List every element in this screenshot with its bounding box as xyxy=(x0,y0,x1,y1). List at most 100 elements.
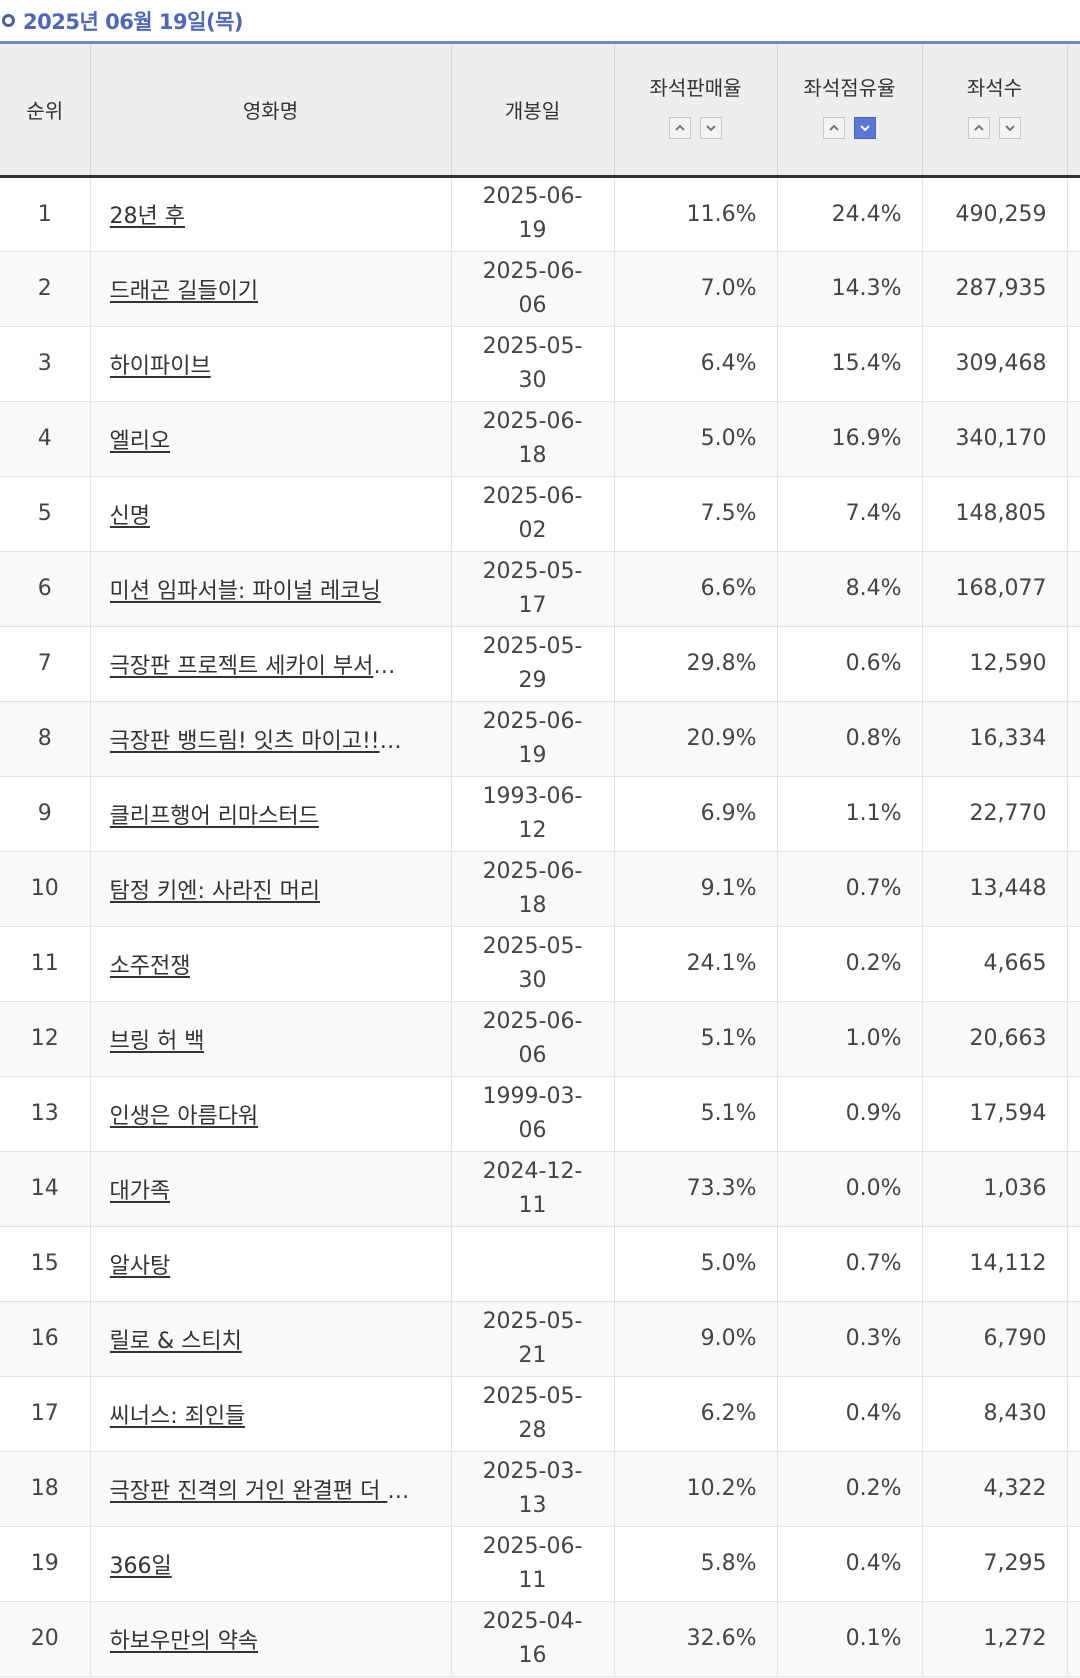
seat-sales-rate-cell: 24.1% xyxy=(614,926,778,1002)
chevron-down-icon xyxy=(706,125,716,132)
table-row: 4 엘리오 2025-06-18 5.0% 16.9% 340,170 xyxy=(0,401,1080,477)
movie-title-link[interactable]: 씨너스: 죄인들 xyxy=(109,1403,246,1429)
movie-title-link[interactable]: 28년 후 xyxy=(109,204,185,229)
seat-count-cell: 16,334 xyxy=(922,701,1068,777)
seat-count-cell: 1,036 xyxy=(922,1151,1068,1227)
extra-cell xyxy=(1067,1526,1080,1602)
release-date: 2025-06-18 xyxy=(482,858,583,918)
release-date-cell: 1993-06-12 xyxy=(451,776,615,852)
seat-sales-rate-cell: 11.6% xyxy=(614,176,778,252)
seat-count-cell: 13,448 xyxy=(922,851,1068,927)
extra-cell xyxy=(1067,326,1080,402)
movie-title-link[interactable]: 하이파이브 xyxy=(109,353,211,379)
extra-cell xyxy=(1067,1601,1080,1677)
movie-title-link[interactable]: 소주전쟁 xyxy=(109,953,191,979)
title-cell: 클리프행어 리마스터드 xyxy=(90,776,452,852)
release-date: 2025-05-21 xyxy=(482,1308,583,1368)
release-date-cell: 2025-05-30 xyxy=(451,326,615,402)
title-cell: 릴로 & 스티치 xyxy=(90,1301,452,1377)
rank-cell: 2 xyxy=(0,251,91,327)
title-cell: 씨너스: 죄인들 xyxy=(90,1376,452,1452)
title-cell: 드래곤 길들이기 xyxy=(90,251,452,327)
title-cell: 하보우만의 약속 xyxy=(90,1601,452,1677)
seat-share-cell: 16.9% xyxy=(777,401,923,477)
date-label: 2025년 06월 19일(목) xyxy=(23,9,244,34)
movie-title-link[interactable]: 366일 xyxy=(109,1553,172,1579)
release-date-cell: 2025-06-11 xyxy=(451,1526,615,1602)
release-date-cell: 2024-12-11 xyxy=(451,1151,615,1227)
seat-count-cell: 309,468 xyxy=(922,326,1068,402)
release-date-cell: 2025-04-16 xyxy=(451,1601,615,1677)
movie-title-link[interactable]: 극장판 진격의 거인 완결편 더 라스… xyxy=(109,1478,410,1504)
sort-desc-button[interactable] xyxy=(700,116,722,139)
movie-title-link[interactable]: 엘리오 xyxy=(109,428,171,454)
table-row: 12 브링 허 백 2025-06-06 5.1% 1.0% 20,663 xyxy=(0,1001,1080,1077)
release-date: 2025-04-16 xyxy=(482,1608,583,1668)
col-release-header: 개봉일 xyxy=(451,44,615,178)
release-date: 2024-12-11 xyxy=(482,1158,583,1218)
seat-sales-rate-cell: 20.9% xyxy=(614,701,778,777)
extra-cell xyxy=(1067,401,1080,477)
release-date-cell: 1999-03-06 xyxy=(451,1076,615,1152)
rank-cell: 20 xyxy=(0,1601,91,1677)
movie-title-link[interactable]: 탐정 키엔: 사라진 머리 xyxy=(109,878,321,904)
seat-sales-rate-cell: 5.0% xyxy=(614,1226,778,1302)
seat-share-cell: 14.3% xyxy=(777,251,923,327)
movie-title-link[interactable]: 브링 허 백 xyxy=(109,1028,205,1054)
release-date: 2025-05-30 xyxy=(482,933,583,993)
release-date-cell: 2025-05-30 xyxy=(451,926,615,1002)
sort-asc-button[interactable] xyxy=(823,116,845,139)
movie-title-link[interactable]: 대가족 xyxy=(109,1178,171,1204)
seat-sales-rate-cell: 73.3% xyxy=(614,1151,778,1227)
rank-cell: 3 xyxy=(0,326,91,402)
seat-sales-rate-cell: 9.0% xyxy=(614,1301,778,1377)
seat-sales-rate-cell: 6.9% xyxy=(614,776,778,852)
title-cell: 하이파이브 xyxy=(90,326,452,402)
release-date-cell: 2025-03-13 xyxy=(451,1451,615,1527)
title-cell: 인생은 아름다워 xyxy=(90,1076,452,1152)
seat-sales-rate-cell: 7.0% xyxy=(614,251,778,327)
chevron-down-icon xyxy=(860,125,870,132)
rank-cell: 10 xyxy=(0,851,91,927)
extra-cell xyxy=(1067,776,1080,852)
sort-desc-button[interactable] xyxy=(999,116,1021,139)
rank-cell: 5 xyxy=(0,476,91,552)
movie-title-link[interactable]: 인생은 아름다워 xyxy=(109,1103,259,1129)
sort-asc-button[interactable] xyxy=(968,116,990,139)
movie-title-link[interactable]: 릴로 & 스티치 xyxy=(109,1328,242,1354)
extra-cell xyxy=(1067,1376,1080,1452)
seat-share-cell: 0.3% xyxy=(777,1301,923,1377)
seat-share-cell: 7.4% xyxy=(777,476,923,552)
extra-cell xyxy=(1067,1001,1080,1077)
movie-title-link[interactable]: 극장판 프로젝트 세카이 부서진 세… xyxy=(109,653,410,679)
seat-share-cell: 0.0% xyxy=(777,1151,923,1227)
movie-title-link[interactable]: 하보우만의 약속 xyxy=(109,1628,259,1654)
extra-cell xyxy=(1067,701,1080,777)
movie-title-link[interactable]: 신명 xyxy=(109,503,150,529)
movie-title-link[interactable]: 드래곤 길들이기 xyxy=(109,278,259,304)
seat-share-cell: 0.1% xyxy=(777,1601,923,1677)
release-date-cell: 2025-05-28 xyxy=(451,1376,615,1452)
sort-asc-button[interactable] xyxy=(669,116,691,139)
title-cell: 극장판 진격의 거인 완결편 더 라스… xyxy=(90,1451,452,1527)
seat-sales-rate-cell: 6.2% xyxy=(614,1376,778,1452)
release-date: 2025-06-02 xyxy=(482,483,583,543)
movie-title-link[interactable]: 미션 임파서블: 파이널 레코닝 xyxy=(109,578,381,604)
table-row: 1 28년 후 2025-06-19 11.6% 24.4% 490,259 xyxy=(0,176,1080,252)
table-row: 6 미션 임파서블: 파이널 레코닝 2025-05-17 6.6% 8.4% 168,0… xyxy=(0,551,1080,627)
rank-cell: 8 xyxy=(0,701,91,777)
movie-title-link[interactable]: 알사탕 xyxy=(109,1253,171,1279)
col-sales-rate-header: 좌석판매율 xyxy=(614,44,778,178)
table-row: 19 366일 2025-06-11 5.8% 0.4% 7,295 xyxy=(0,1526,1080,1602)
seat-share-cell: 0.8% xyxy=(777,701,923,777)
seat-sales-rate-cell: 5.0% xyxy=(614,401,778,477)
rank-cell: 15 xyxy=(0,1226,91,1302)
table-row: 17 씨너스: 죄인들 2025-05-28 6.2% 0.4% 8,430 xyxy=(0,1376,1080,1452)
movie-title-link[interactable]: 클리프행어 리마스터드 xyxy=(109,803,319,829)
movie-title-link[interactable]: 극장판 뱅드림! 잇츠 마이고!!!!! 후… xyxy=(109,728,410,754)
sort-desc-button-active[interactable] xyxy=(854,116,876,139)
extra-cell xyxy=(1067,1451,1080,1527)
table-row: 9 클리프행어 리마스터드 1993-06-12 6.9% 1.1% 22,770 xyxy=(0,776,1080,852)
rank-cell: 6 xyxy=(0,551,91,627)
seat-share-cell: 0.6% xyxy=(777,626,923,702)
